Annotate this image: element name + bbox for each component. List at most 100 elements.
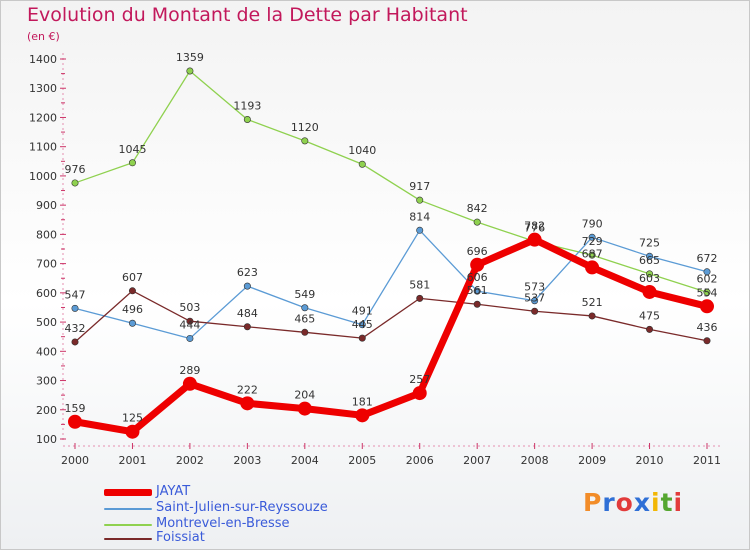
data-point — [182, 376, 197, 391]
y-tick-label: 300 — [36, 375, 57, 388]
data-label: 602 — [697, 272, 718, 285]
data-point — [301, 137, 309, 145]
logo-letter: t — [660, 488, 674, 517]
data-point — [71, 338, 79, 346]
data-label: 537 — [524, 291, 545, 304]
data-point — [531, 297, 539, 305]
logo-letter: i — [651, 488, 661, 517]
y-tick-label: 1100 — [29, 141, 57, 154]
data-label: 1359 — [176, 51, 204, 64]
data-label: 465 — [294, 312, 315, 325]
data-point — [700, 299, 714, 314]
data-label: 976 — [65, 163, 86, 176]
data-point — [125, 424, 140, 439]
y-tick-label: 1000 — [29, 170, 57, 183]
data-label: 665 — [639, 254, 660, 267]
data-label: 503 — [179, 301, 200, 314]
data-label: 204 — [294, 389, 315, 402]
data-label: 790 — [582, 217, 603, 230]
data-point — [128, 287, 136, 295]
data-point — [473, 300, 481, 308]
data-label: 1045 — [118, 143, 146, 156]
data-point — [240, 396, 255, 411]
data-label: 725 — [639, 236, 660, 249]
data-point — [703, 288, 711, 296]
series-line-3 — [74, 290, 708, 343]
data-label: 222 — [237, 383, 258, 396]
data-label: 521 — [582, 296, 603, 309]
data-label: 445 — [352, 318, 373, 331]
data-label: 432 — [65, 322, 86, 335]
data-label: 814 — [409, 210, 430, 223]
x-tick-label: 2005 — [348, 454, 376, 467]
data-point — [646, 270, 654, 278]
data-label: 581 — [409, 278, 430, 291]
legend-swatch-saint-julien — [104, 508, 152, 510]
data-point — [358, 321, 366, 329]
x-tick-label: 2008 — [521, 454, 549, 467]
data-point — [355, 408, 370, 423]
logo-letter: i — [673, 488, 684, 517]
data-label: 549 — [294, 288, 315, 301]
data-label: 159 — [65, 402, 86, 415]
data-point — [416, 294, 424, 302]
data-label: 1120 — [291, 121, 319, 134]
chart-subtitle: (en €) — [27, 30, 60, 43]
legend-label-saint-julien: Saint-Julien-sur-Reyssouze — [156, 500, 328, 515]
legend-label-montrevel: Montrevel-en-Bresse — [156, 516, 290, 531]
y-tick-label: 1200 — [29, 111, 57, 124]
data-point — [527, 232, 542, 247]
data-point — [68, 414, 82, 429]
data-label: 573 — [524, 281, 545, 294]
x-tick-label: 2004 — [291, 454, 319, 467]
data-point — [243, 282, 251, 290]
logo-letter: r — [602, 488, 616, 517]
logo-letter: x — [633, 488, 651, 517]
data-label: 1040 — [348, 144, 376, 157]
data-point — [186, 334, 194, 342]
y-tick-label: 400 — [36, 345, 57, 358]
proxiti-logo: Proxiti — [583, 488, 683, 517]
data-point — [470, 257, 485, 272]
data-label: 696 — [467, 245, 488, 258]
data-point — [243, 116, 251, 124]
x-tick-label: 2002 — [176, 454, 204, 467]
series-line-1 — [74, 229, 708, 340]
series-line-0 — [71, 236, 711, 436]
y-tick-label: 500 — [36, 316, 57, 329]
data-label: 475 — [639, 309, 660, 322]
y-tick-label: 1400 — [29, 53, 57, 66]
data-label: 491 — [352, 305, 373, 318]
data-label: 436 — [697, 321, 718, 334]
legend-label-jayat: JAYAT — [156, 484, 191, 499]
x-tick-label: 2007 — [463, 454, 491, 467]
data-point — [71, 304, 79, 312]
logo-letter: o — [615, 488, 634, 517]
data-point — [71, 179, 79, 187]
data-label: 484 — [237, 307, 258, 320]
x-tick-label: 2009 — [578, 454, 606, 467]
data-label: 289 — [179, 364, 200, 377]
data-label: 257 — [409, 373, 430, 386]
legend-label-foissiat: Foissiat — [156, 530, 205, 545]
data-point — [646, 252, 654, 260]
data-label: 687 — [582, 247, 603, 260]
data-label: 842 — [467, 202, 488, 215]
legend-swatch-jayat — [104, 489, 152, 496]
data-point — [297, 401, 312, 416]
data-label: 729 — [582, 235, 603, 248]
data-point — [642, 284, 657, 299]
data-label: 181 — [352, 395, 373, 408]
data-label: 917 — [409, 180, 430, 193]
y-tick-label: 700 — [36, 258, 57, 271]
y-tick-label: 1300 — [29, 82, 57, 95]
legend-swatch-foissiat — [104, 538, 152, 540]
data-point — [128, 159, 136, 167]
data-point — [703, 268, 711, 276]
data-point — [301, 328, 309, 336]
y-tick-label: 900 — [36, 199, 57, 212]
data-label: 623 — [237, 266, 258, 279]
data-point — [358, 334, 366, 342]
